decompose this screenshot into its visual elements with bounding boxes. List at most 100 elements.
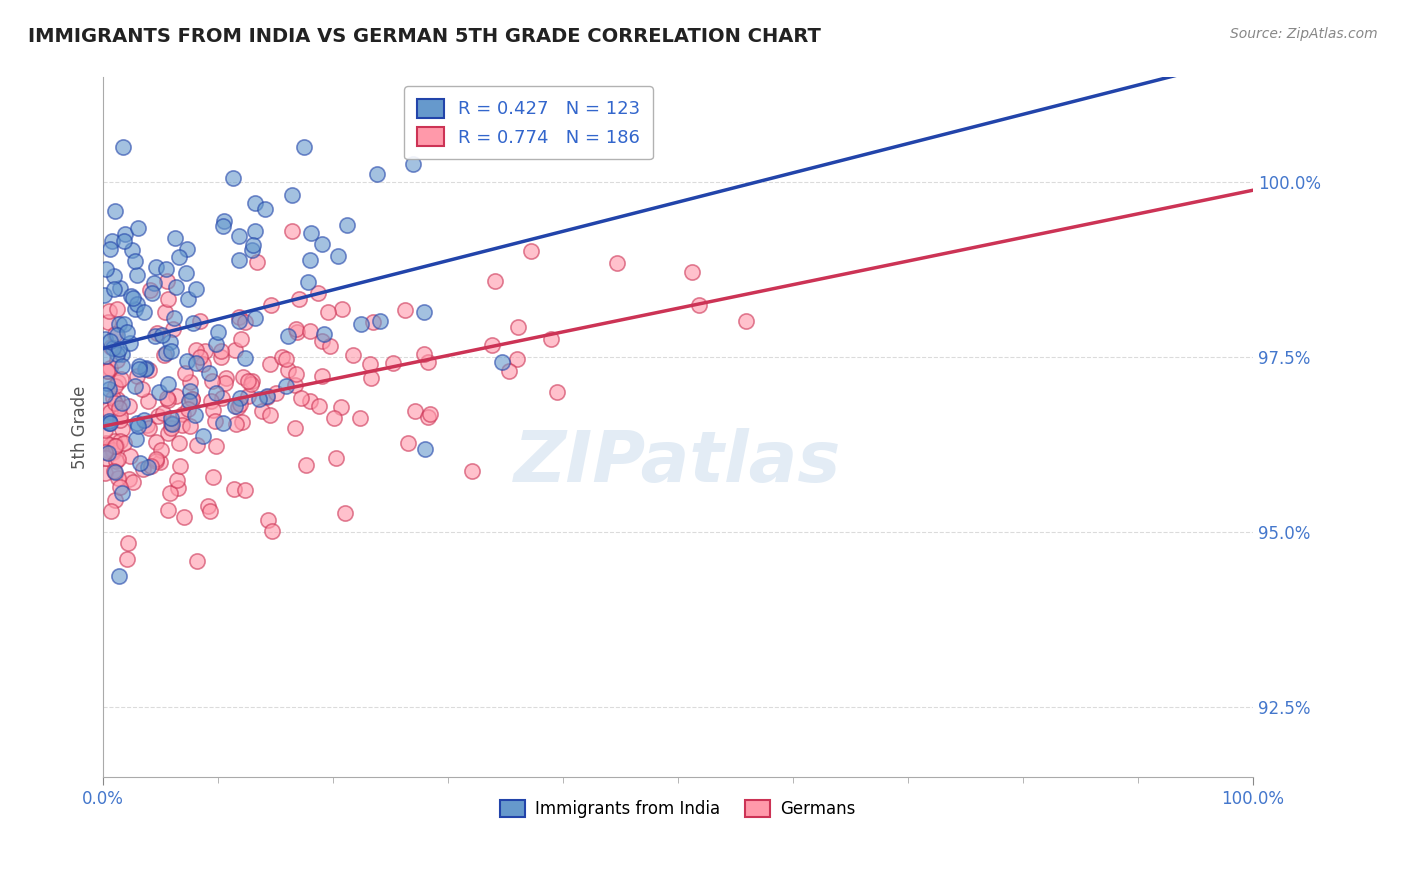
Germans <box>131 382 153 396</box>
Immigrants from India <box>129 456 152 470</box>
Germans <box>262 524 284 539</box>
Germans <box>104 379 127 393</box>
Germans <box>180 392 202 406</box>
Germans <box>418 355 440 369</box>
Immigrants from India <box>212 219 235 234</box>
Germans <box>96 450 118 465</box>
Germans <box>111 422 134 436</box>
Germans <box>98 438 121 452</box>
Germans <box>103 445 125 459</box>
Germans <box>186 343 208 357</box>
Germans <box>205 439 228 453</box>
Germans <box>419 407 441 421</box>
Immigrants from India <box>415 442 437 456</box>
Germans <box>156 274 179 288</box>
Germans <box>299 324 322 338</box>
Germans <box>100 504 122 518</box>
Germans <box>115 552 138 566</box>
Immigrants from India <box>350 318 373 332</box>
Germans <box>96 402 118 417</box>
Immigrants from India <box>98 413 121 427</box>
Immigrants from India <box>111 486 134 500</box>
Immigrants from India <box>132 413 155 427</box>
Germans <box>418 410 440 425</box>
Germans <box>285 368 308 382</box>
Immigrants from India <box>134 361 156 376</box>
Germans <box>197 499 219 513</box>
Immigrants from India <box>228 252 250 267</box>
Germans <box>173 510 195 524</box>
Germans <box>186 553 208 567</box>
Immigrants from India <box>127 297 149 311</box>
Immigrants from India <box>368 314 391 328</box>
Germans <box>284 420 307 434</box>
Immigrants from India <box>212 416 235 430</box>
Germans <box>100 340 122 354</box>
Immigrants from India <box>299 227 322 241</box>
Germans <box>202 470 225 484</box>
Germans <box>145 454 167 468</box>
Immigrants from India <box>256 389 278 403</box>
Immigrants from India <box>120 289 142 303</box>
Germans <box>162 322 184 336</box>
Immigrants from India <box>176 242 198 256</box>
Germans <box>152 406 174 420</box>
Immigrants from India <box>96 376 118 391</box>
Immigrants from India <box>281 188 304 202</box>
Germans <box>103 442 125 457</box>
Germans <box>484 274 506 288</box>
Immigrants from India <box>107 318 129 332</box>
Immigrants from India <box>97 382 120 396</box>
Germans <box>211 391 233 405</box>
Immigrants from India <box>229 391 252 405</box>
Germans <box>108 401 131 415</box>
Germans <box>167 481 190 495</box>
Immigrants from India <box>155 346 177 360</box>
Germans <box>108 434 131 448</box>
Germans <box>172 407 194 421</box>
Germans <box>94 466 117 480</box>
Immigrants from India <box>141 285 163 300</box>
Immigrants from India <box>110 347 132 361</box>
Germans <box>180 392 202 406</box>
Immigrants from India <box>274 378 297 392</box>
Immigrants from India <box>222 170 245 185</box>
Germans <box>209 344 232 359</box>
Immigrants from India <box>103 282 125 296</box>
Germans <box>259 357 281 371</box>
Immigrants from India <box>121 243 143 257</box>
Germans <box>222 482 245 496</box>
Germans <box>107 471 129 485</box>
Germans <box>330 302 353 317</box>
Immigrants from India <box>111 359 134 373</box>
Germans <box>260 298 283 312</box>
Germans <box>120 449 142 463</box>
Immigrants from India <box>198 366 221 380</box>
Immigrants from India <box>191 428 214 442</box>
Germans <box>342 348 364 362</box>
Germans <box>118 472 141 486</box>
Germans <box>276 352 298 367</box>
Immigrants from India <box>98 416 121 430</box>
Immigrants from India <box>157 377 180 392</box>
Germans <box>169 435 191 450</box>
Germans <box>122 475 145 490</box>
Germans <box>359 357 381 371</box>
Immigrants from India <box>111 396 134 410</box>
Germans <box>117 536 139 550</box>
Immigrants from India <box>138 460 160 475</box>
Immigrants from India <box>125 432 148 446</box>
Immigrants from India <box>160 417 183 431</box>
Immigrants from India <box>100 234 122 248</box>
Immigrants from India <box>243 224 266 238</box>
Germans <box>361 315 384 329</box>
Germans <box>157 292 180 306</box>
Germans <box>105 302 128 317</box>
Germans <box>214 376 236 390</box>
Immigrants from India <box>122 291 145 305</box>
Germans <box>159 486 181 500</box>
Germans <box>240 377 263 392</box>
Immigrants from India <box>224 399 246 413</box>
Germans <box>460 464 482 478</box>
Germans <box>319 339 342 353</box>
